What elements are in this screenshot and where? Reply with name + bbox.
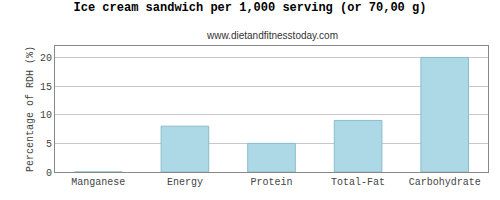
svg-text:Ice cream sandwich per 1,000 s: Ice cream sandwich per 1,000 serving (or… [74,1,427,15]
svg-text:Energy: Energy [167,177,203,188]
svg-text:Carbohydrate: Carbohydrate [409,177,481,188]
svg-text:Manganese: Manganese [71,177,125,188]
svg-text:0: 0 [46,168,52,179]
svg-text:15: 15 [40,82,52,93]
svg-text:Total-Fat: Total-Fat [331,177,385,188]
svg-text:10: 10 [40,110,52,121]
svg-text:5: 5 [46,139,52,150]
svg-text:Percentage of RDH (%): Percentage of RDH (%) [25,46,36,172]
svg-text:Protein: Protein [250,177,292,188]
svg-text:www.dietandfitnesstoday.com: www.dietandfitnesstoday.com [206,30,338,41]
svg-text:20: 20 [40,53,52,64]
